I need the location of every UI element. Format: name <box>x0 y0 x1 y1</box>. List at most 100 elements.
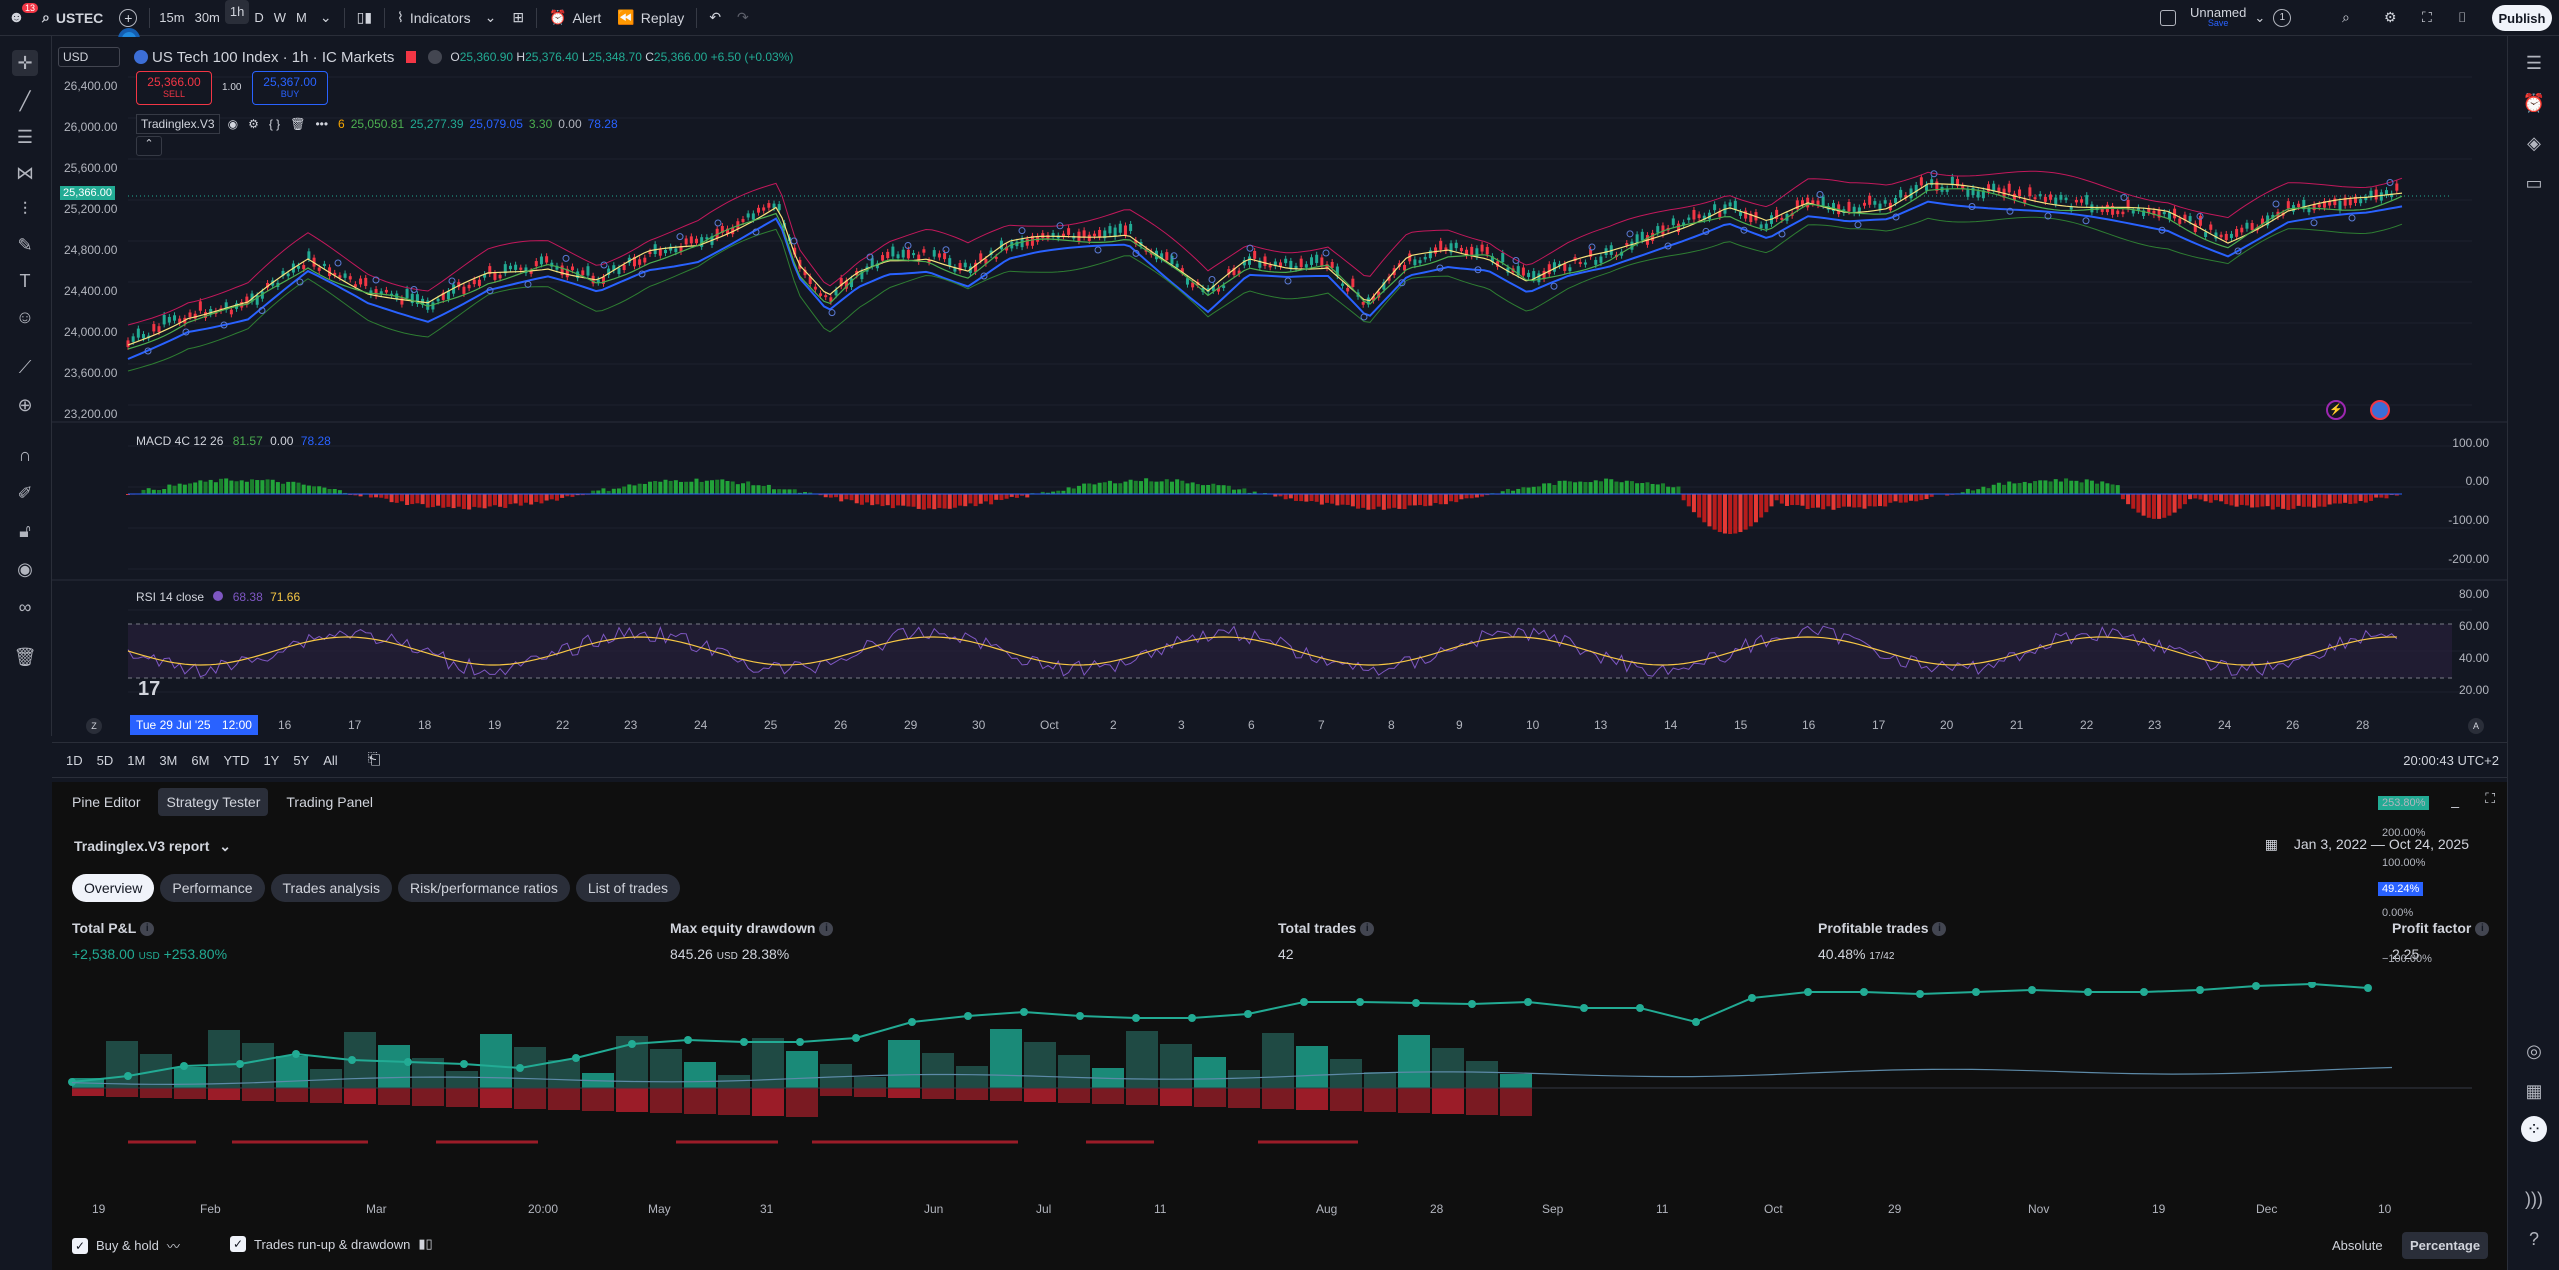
chevron-down-icon[interactable]: ⌄ <box>2254 10 2266 25</box>
indicators-button[interactable]: ⌇ Indicators ⌄ <box>389 0 504 36</box>
currency-select[interactable]: USD <box>58 47 120 67</box>
panel-tab[interactable]: Strategy Tester <box>158 788 269 816</box>
range-3M[interactable]: 3M <box>159 752 178 768</box>
projection-icon[interactable]: ⫶ <box>22 198 28 219</box>
emoji-icon[interactable]: ☺ <box>15 306 35 327</box>
replay-button[interactable]: ⏪ Replay <box>609 0 692 36</box>
trash-icon[interactable]: 🗑︎ <box>290 117 306 131</box>
range-5D[interactable]: 5D <box>96 752 114 768</box>
info-icon[interactable]: i <box>1932 922 1947 937</box>
date-range-picker-icon[interactable]: ⎗ <box>367 751 381 768</box>
us-flag-event-icon[interactable] <box>2370 400 2390 420</box>
minimize-icon[interactable]: _ <box>2451 792 2459 808</box>
rsi-label[interactable]: RSI 14 close <box>136 590 205 604</box>
pattern-icon[interactable]: ⋈ <box>16 162 34 183</box>
compare-symbol-button[interactable]: + <box>111 0 145 36</box>
ruler-icon[interactable]: ⟋ <box>18 356 32 377</box>
fullscreen-button[interactable]: ⛶ <box>2414 0 2440 36</box>
help-icon[interactable]: ? <box>2528 1228 2539 1249</box>
object-tree-icon[interactable]: ◈ <box>2527 132 2541 153</box>
zoom-icon[interactable]: ⊕ <box>17 394 33 415</box>
info-icon[interactable]: i <box>2475 922 2490 937</box>
equity-chart[interactable] <box>52 982 2507 1152</box>
link-icon[interactable]: ∞ <box>18 596 32 617</box>
percentage-toggle[interactable]: Percentage <box>2402 1232 2489 1259</box>
macd-label[interactable]: MACD 4C 12 26 <box>136 434 224 448</box>
ideas-icon[interactable]: ◎ <box>2526 1040 2542 1061</box>
fib-icon[interactable]: ☰ <box>16 126 34 147</box>
interval-15m[interactable]: 15m <box>159 10 185 25</box>
crosshair-icon[interactable]: ✛ <box>12 50 38 76</box>
brush-icon[interactable]: ✎ <box>17 234 33 255</box>
interval-W[interactable]: W <box>273 10 287 25</box>
report-subtab[interactable]: Overview <box>72 874 155 902</box>
indicator-name[interactable]: Tradinglex.V3 <box>136 114 220 134</box>
publish-button[interactable]: Publish <box>2492 5 2552 31</box>
clock-label[interactable]: 20:00:43 UTC+2 <box>2403 752 2499 768</box>
settings-icon[interactable]: ⚙ <box>248 117 259 131</box>
buy-hold-toggle[interactable]: ✓ Buy & hold 〰 <box>72 1236 180 1255</box>
range-YTD[interactable]: YTD <box>223 752 250 768</box>
snapshot-button[interactable]: ⌷ <box>2450 0 2474 36</box>
chart-pane[interactable] <box>52 37 2507 742</box>
lightning-event-icon[interactable]: ⚡ <box>2326 400 2346 420</box>
interval-dropdown[interactable]: ⌄ <box>312 0 340 36</box>
collapse-legend-button[interactable]: ⌃ <box>136 136 162 156</box>
panel-tab[interactable]: Pine Editor <box>72 794 141 810</box>
eye-icon[interactable]: ◉ <box>227 117 239 131</box>
apps-icon[interactable]: ⁘ <box>2521 1116 2547 1142</box>
watchlist-icon[interactable]: ☰ <box>2525 52 2543 73</box>
range-1Y[interactable]: 1Y <box>263 752 280 768</box>
calendar-icon[interactable]: ▦ <box>2525 1080 2543 1101</box>
range-1D[interactable]: 1D <box>66 752 83 768</box>
eye-icon[interactable]: ◉ <box>17 558 33 579</box>
panel-tab[interactable]: Trading Panel <box>286 794 374 810</box>
interval-30m[interactable]: 30m <box>194 10 220 25</box>
absolute-toggle[interactable]: Absolute <box>2332 1238 2383 1253</box>
trash-icon[interactable]: 🗑︎ <box>13 646 37 667</box>
timezone-z-button[interactable]: Z <box>86 718 102 734</box>
info-icon[interactable]: i <box>819 922 834 937</box>
lock-icon[interactable]: 🔓︎ <box>19 520 31 541</box>
layout-count[interactable]: 1 <box>2273 9 2292 27</box>
settings-button[interactable]: ⚙ <box>2376 0 2405 36</box>
runup-toggle[interactable]: ✓ Trades run-up & drawdown ▮▯ <box>230 1236 433 1252</box>
interval-1h[interactable]: 1h <box>224 0 250 24</box>
templates-button[interactable]: ⊞ <box>504 0 532 36</box>
info-icon[interactable]: i <box>1360 922 1375 937</box>
range-1M[interactable]: 1M <box>127 752 146 768</box>
maximize-icon[interactable]: ⛶ <box>2485 790 2495 806</box>
auto-scale-button[interactable]: A <box>2468 718 2484 734</box>
text-icon[interactable]: T <box>19 270 31 291</box>
interval-D[interactable]: D <box>254 10 264 25</box>
range-6M[interactable]: 6M <box>191 752 210 768</box>
info-icon[interactable]: i <box>140 922 155 937</box>
report-subtab[interactable]: List of trades <box>575 874 681 902</box>
date-range-button[interactable]: ▦ Jan 3, 2022 — Oct 24, 2025 <box>2265 836 2469 853</box>
user-avatar[interactable]: ☻ 13 <box>0 0 39 36</box>
trend-line-icon[interactable]: ╱ <box>19 90 31 111</box>
report-title-button[interactable]: Tradinglex.V3 report ⌄ <box>74 838 231 855</box>
chat-icon[interactable]: ▭ <box>2525 172 2543 193</box>
range-5Y[interactable]: 5Y <box>293 752 310 768</box>
symbol-title[interactable]: US Tech 100 Index · 1h · IC Markets <box>152 48 395 66</box>
lock-drawing-icon[interactable]: ✐ <box>17 482 33 503</box>
interval-M[interactable]: M <box>296 10 307 25</box>
layout-checkbox[interactable] <box>2160 10 2176 26</box>
range-All[interactable]: All <box>323 752 338 768</box>
report-subtab[interactable]: Performance <box>160 874 265 902</box>
more-icon[interactable]: ••• <box>315 117 329 131</box>
chart-type-button[interactable]: ▯▮ <box>349 0 380 36</box>
sell-button[interactable]: 25,366.00 SELL <box>136 71 212 105</box>
alerts-icon[interactable]: ⏰ <box>2522 92 2546 113</box>
signal-icon[interactable]: ))) <box>2525 1188 2543 1209</box>
report-subtab[interactable]: Trades analysis <box>270 874 393 902</box>
layout-name-button[interactable]: Unnamed Save <box>2190 6 2246 29</box>
report-subtab[interactable]: Risk/performance ratios <box>398 874 570 902</box>
alert-button[interactable]: ⏰ Alert <box>541 0 609 36</box>
buy-button[interactable]: 25,367.00 BUY <box>252 71 328 105</box>
quick-search-button[interactable]: ⌕ <box>2334 0 2358 36</box>
symbol-search[interactable]: ⌕ USTEC <box>34 0 111 36</box>
source-code-icon[interactable]: { } <box>268 117 281 131</box>
time-axis[interactable]: 151617181922232425262930Oct2367891013141… <box>52 714 2507 738</box>
